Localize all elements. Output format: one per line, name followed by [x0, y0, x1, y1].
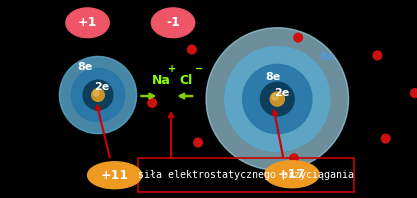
Text: 8e: 8e [78, 62, 93, 72]
Text: Cl: Cl [179, 74, 193, 87]
Ellipse shape [188, 45, 196, 54]
Ellipse shape [261, 82, 294, 116]
Ellipse shape [92, 89, 104, 101]
Ellipse shape [194, 138, 202, 147]
Text: +: + [168, 64, 176, 74]
Ellipse shape [88, 162, 142, 189]
Text: +17: +17 [278, 168, 306, 181]
Ellipse shape [290, 154, 298, 163]
Text: +1: +1 [78, 16, 97, 29]
Text: 8e: 8e [266, 72, 281, 82]
Text: −: − [195, 64, 203, 74]
Ellipse shape [294, 33, 302, 42]
Text: 2e: 2e [274, 88, 289, 98]
Text: -1: -1 [166, 16, 180, 29]
Ellipse shape [148, 99, 156, 107]
Ellipse shape [265, 161, 319, 188]
Ellipse shape [93, 90, 99, 96]
Text: 8e: 8e [320, 52, 335, 62]
Ellipse shape [225, 47, 330, 151]
Ellipse shape [243, 64, 312, 134]
Ellipse shape [270, 92, 284, 106]
Ellipse shape [272, 94, 279, 100]
Ellipse shape [83, 80, 113, 110]
Ellipse shape [411, 89, 417, 97]
Text: Na: Na [152, 74, 171, 87]
Ellipse shape [206, 28, 349, 170]
Ellipse shape [382, 134, 390, 143]
Bar [138, 158, 354, 192]
Text: 2e: 2e [95, 82, 110, 92]
Text: +11: +11 [100, 169, 129, 182]
Ellipse shape [151, 8, 195, 38]
Text: siła elektrostatycznego przyciągania: siła elektrostatycznego przyciągania [138, 170, 354, 180]
Ellipse shape [71, 68, 125, 122]
Ellipse shape [373, 51, 382, 60]
Ellipse shape [59, 56, 137, 134]
Ellipse shape [66, 8, 109, 38]
